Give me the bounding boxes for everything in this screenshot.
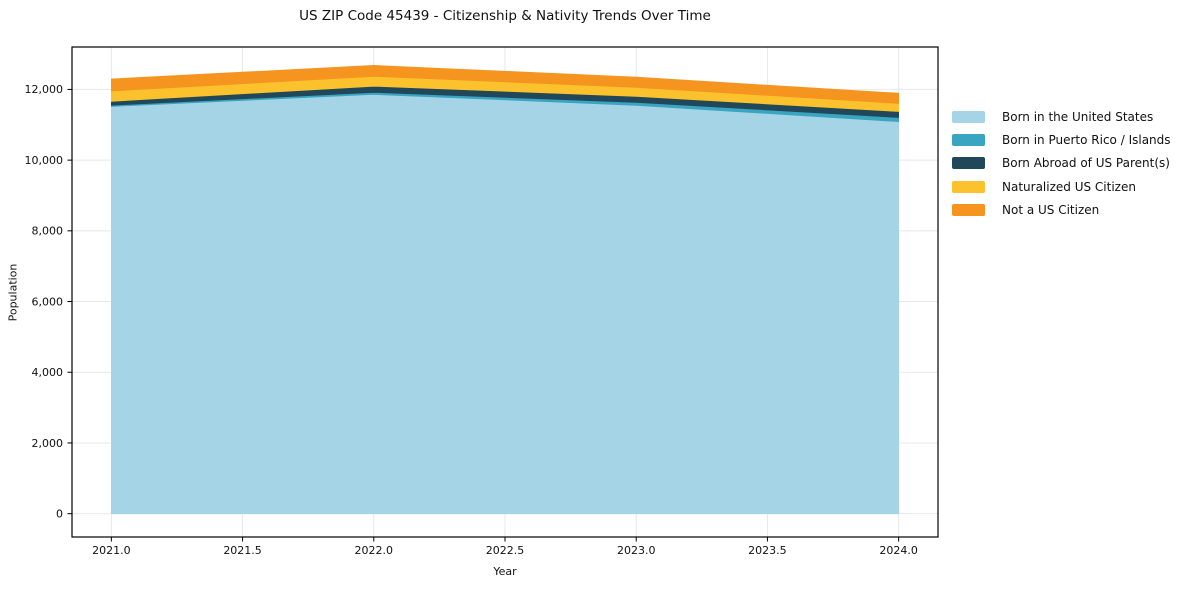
x-tick-label: 2023.5 <box>748 544 787 557</box>
x-tick-label: 2021.5 <box>223 544 262 557</box>
x-tick-label: 2022.0 <box>355 544 394 557</box>
legend-label: Born in Puerto Rico / Islands <box>1002 133 1171 148</box>
legend-swatch <box>952 157 985 170</box>
legend-label: Naturalized US Citizen <box>1002 179 1136 194</box>
legend-label: Born in the United States <box>1002 109 1154 124</box>
legend-item-born-in-puerto-rico-islands: Born in Puerto Rico / Islands <box>952 128 1171 151</box>
legend-item-born-abroad-of-us-parent-s: Born Abroad of US Parent(s) <box>952 152 1171 175</box>
area-born-in-the-united-states <box>111 93 899 515</box>
legend: Born in the United States Born in Puerto … <box>952 105 1171 222</box>
y-tick-label: 2,000 <box>32 437 64 450</box>
y-tick-label: 10,000 <box>25 154 64 167</box>
legend-swatch <box>952 134 985 147</box>
legend-swatch <box>952 180 985 193</box>
legend-swatch <box>952 110 985 123</box>
chart-title: US ZIP Code 45439 - Citizenship & Nativi… <box>299 8 711 24</box>
legend-label: Not a US Citizen <box>1002 203 1100 218</box>
legend-item-born-in-the-united-states: Born in the United States <box>952 105 1171 128</box>
y-tick-label: 0 <box>56 507 63 520</box>
x-tick-label: 2022.5 <box>486 544 525 557</box>
y-axis-label: Population <box>6 263 20 322</box>
legend-item-not-a-us-citizen: Not a US Citizen <box>952 199 1171 222</box>
area-not-a-us-citizen <box>111 64 899 104</box>
x-axis-label: Year <box>493 565 517 578</box>
legend-label: Born Abroad of US Parent(s) <box>1002 156 1170 171</box>
legend-item-naturalized-us-citizen: Naturalized US Citizen <box>952 175 1171 198</box>
x-tick-label: 2021.0 <box>92 544 131 557</box>
x-tick-label: 2023.0 <box>617 544 656 557</box>
y-tick-label: 6,000 <box>32 295 64 308</box>
x-tick-label: 2024.0 <box>879 544 918 557</box>
y-tick-label: 8,000 <box>32 225 64 238</box>
y-tick-label: 12,000 <box>25 83 64 96</box>
y-tick-label: 4,000 <box>32 366 64 379</box>
legend-swatch <box>952 204 985 217</box>
